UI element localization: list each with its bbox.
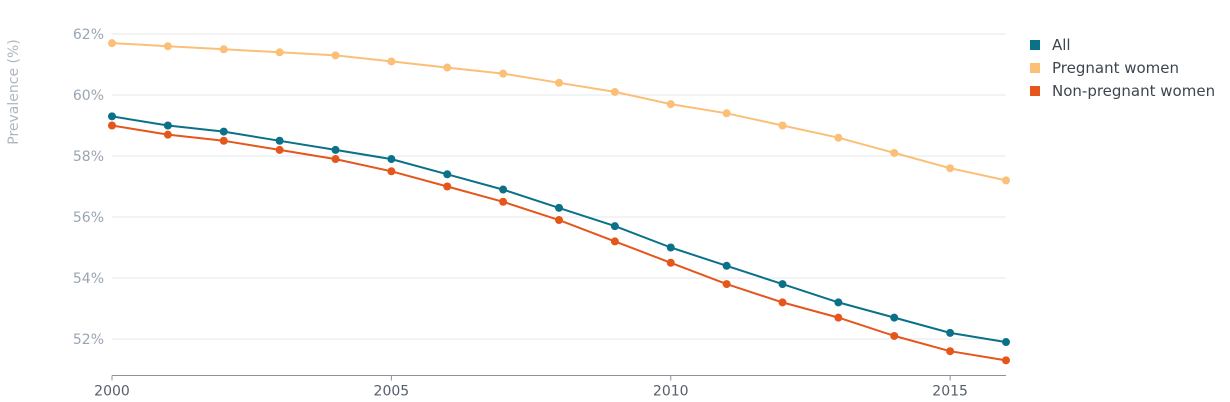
y-tick-label: 52% (73, 332, 104, 348)
data-point (722, 261, 731, 270)
data-point (555, 78, 563, 87)
data-point (443, 170, 452, 179)
data-point (946, 347, 955, 356)
data-point (946, 328, 955, 337)
data-point (275, 136, 284, 145)
data-point (834, 298, 843, 307)
data-point (890, 313, 899, 322)
data-point (610, 222, 619, 231)
legend: All Pregnant women Non-pregnant women (1030, 33, 1215, 102)
series-line (111, 124, 1007, 362)
y-tick-label: 56% (73, 210, 104, 226)
data-point (387, 167, 396, 176)
legend-item[interactable]: Pregnant women (1030, 56, 1215, 79)
data-point (499, 185, 508, 194)
data-point (722, 109, 731, 118)
series-pregnant-women (108, 39, 1010, 185)
data-point (666, 100, 675, 109)
x-tick-label: 2000 (94, 384, 130, 400)
series-line (111, 115, 1007, 344)
y-tick-label: 60% (73, 88, 104, 104)
data-point (163, 121, 172, 130)
data-point (108, 121, 116, 130)
data-point (275, 48, 284, 57)
data-point (219, 45, 228, 54)
data-point (666, 243, 675, 252)
data-point (555, 216, 563, 225)
data-point (163, 130, 172, 139)
data-point (331, 145, 340, 154)
y-tick-label: 62% (73, 27, 104, 43)
data-point (331, 155, 340, 164)
data-point (108, 112, 116, 121)
data-point (219, 127, 228, 136)
data-point (331, 51, 340, 60)
legend-label: Pregnant women (1052, 58, 1180, 77)
data-point (443, 63, 452, 72)
legend-item[interactable]: All (1030, 33, 1215, 56)
data-point (666, 258, 675, 267)
data-point (610, 87, 619, 96)
legend-item[interactable]: Non-pregnant women (1030, 79, 1215, 102)
legend-label: All (1052, 35, 1071, 54)
y-tick-label: 54% (73, 271, 104, 287)
data-point (387, 57, 396, 66)
data-point (1002, 356, 1010, 365)
data-point (946, 164, 955, 173)
data-point (610, 237, 619, 246)
data-point (275, 145, 284, 154)
data-point (387, 155, 396, 164)
y-tick-label: 58% (73, 149, 104, 165)
legend-label: Non-pregnant women (1052, 81, 1216, 100)
data-point (778, 298, 787, 307)
data-point (108, 39, 116, 48)
x-tick-label: 2010 (653, 384, 689, 400)
data-point (555, 203, 563, 212)
data-point (834, 313, 843, 322)
series-non-pregnant-women (108, 121, 1010, 365)
data-point (890, 331, 899, 340)
data-point (499, 69, 508, 78)
data-point (778, 121, 787, 130)
legend-swatch (1030, 85, 1040, 96)
data-point (163, 42, 172, 51)
series-all (108, 112, 1010, 347)
data-point (499, 197, 508, 206)
legend-swatch (1030, 39, 1040, 50)
data-point (219, 136, 228, 145)
data-point (890, 148, 899, 157)
data-point (443, 182, 452, 191)
x-tick-label: 2015 (932, 384, 968, 400)
data-point (778, 280, 787, 289)
data-point (1002, 176, 1010, 185)
legend-swatch (1030, 62, 1040, 73)
x-tick-label: 2005 (374, 384, 410, 400)
data-point (834, 133, 843, 142)
y-axis-label: Prevalence (%) (6, 39, 22, 145)
series-line (111, 42, 1007, 182)
data-point (1002, 338, 1010, 347)
data-point (722, 280, 731, 289)
